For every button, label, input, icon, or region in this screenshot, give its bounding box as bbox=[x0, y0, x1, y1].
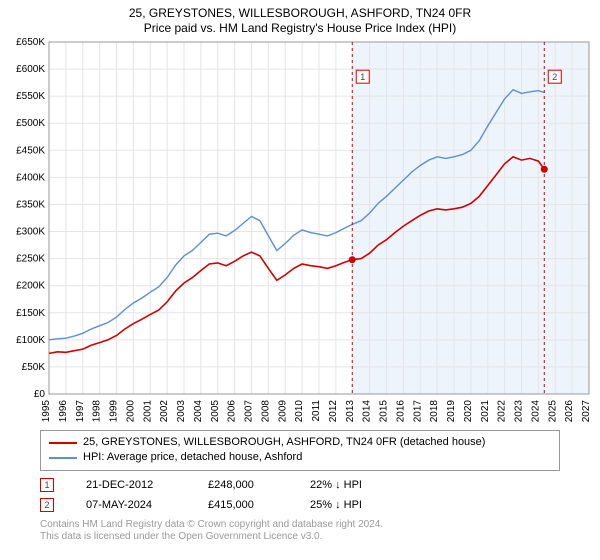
svg-text:1: 1 bbox=[360, 72, 365, 82]
svg-text:2025: 2025 bbox=[547, 400, 558, 423]
svg-text:2: 2 bbox=[552, 72, 557, 82]
legend-swatch-hpi bbox=[49, 457, 77, 459]
sale-price-1: £248,000 bbox=[208, 479, 278, 491]
svg-text:£250K: £250K bbox=[16, 254, 45, 265]
svg-text:£550K: £550K bbox=[16, 91, 45, 102]
svg-text:2018: 2018 bbox=[429, 400, 440, 423]
legend-item-hpi: HPI: Average price, detached house, Ashf… bbox=[49, 450, 551, 465]
svg-text:1996: 1996 bbox=[58, 400, 69, 423]
sale-diff-1: 22% ↓ HPI bbox=[310, 479, 362, 491]
svg-text:2008: 2008 bbox=[260, 400, 271, 423]
title-line-1: 25, GREYSTONES, WILLESBOROUGH, ASHFORD, … bbox=[0, 6, 600, 21]
svg-text:2013: 2013 bbox=[345, 400, 356, 423]
sale-diff-2: 25% ↓ HPI bbox=[310, 499, 362, 511]
svg-text:2012: 2012 bbox=[328, 400, 339, 423]
svg-text:£50K: £50K bbox=[22, 362, 46, 373]
svg-text:2027: 2027 bbox=[581, 400, 592, 423]
svg-text:2022: 2022 bbox=[497, 400, 508, 423]
sales-table: 1 21-DEC-2012 £248,000 22% ↓ HPI 2 07-MA… bbox=[40, 475, 560, 515]
svg-text:£650K: £650K bbox=[16, 37, 45, 48]
legend-box: 25, GREYSTONES, WILLESBOROUGH, ASHFORD, … bbox=[40, 430, 560, 471]
svg-text:£350K: £350K bbox=[16, 199, 45, 210]
svg-text:2009: 2009 bbox=[277, 400, 288, 423]
legend-item-price-paid: 25, GREYSTONES, WILLESBOROUGH, ASHFORD, … bbox=[49, 435, 551, 450]
sale-marker-1: 1 bbox=[40, 478, 54, 492]
svg-text:£450K: £450K bbox=[16, 145, 45, 156]
svg-text:2019: 2019 bbox=[446, 400, 457, 423]
price-chart: £0 £50K £100K £150K £200K £250K £300K £350K £400… bbox=[5, 36, 595, 424]
chart-svg: £0 £50K £100K £150K £200K £250K £300K £350K £400… bbox=[5, 36, 595, 424]
chart-title-block: 25, GREYSTONES, WILLESBOROUGH, ASHFORD, … bbox=[0, 0, 600, 36]
footer-line-1: Contains HM Land Registry data © Crown c… bbox=[40, 519, 560, 532]
sale-marker-2: 2 bbox=[40, 498, 54, 512]
svg-text:2004: 2004 bbox=[193, 400, 204, 423]
svg-text:2023: 2023 bbox=[514, 400, 525, 423]
sale-date-1: 21-DEC-2012 bbox=[86, 479, 176, 491]
svg-text:2015: 2015 bbox=[379, 400, 390, 423]
svg-text:£600K: £600K bbox=[16, 64, 45, 75]
svg-text:£0: £0 bbox=[34, 389, 46, 400]
svg-text:2024: 2024 bbox=[530, 400, 541, 423]
svg-text:2002: 2002 bbox=[159, 400, 170, 423]
svg-text:1995: 1995 bbox=[41, 400, 52, 423]
svg-text:2007: 2007 bbox=[244, 400, 255, 423]
legend-swatch-price-paid bbox=[49, 442, 77, 444]
svg-text:1997: 1997 bbox=[75, 400, 86, 423]
svg-text:£400K: £400K bbox=[16, 172, 45, 183]
sale-row-1: 1 21-DEC-2012 £248,000 22% ↓ HPI bbox=[40, 475, 560, 495]
svg-text:2017: 2017 bbox=[412, 400, 423, 423]
svg-text:2026: 2026 bbox=[564, 400, 575, 423]
svg-text:2010: 2010 bbox=[294, 400, 305, 423]
sale-price-2: £415,000 bbox=[208, 499, 278, 511]
svg-text:2006: 2006 bbox=[227, 400, 238, 423]
title-line-2: Price paid vs. HM Land Registry's House … bbox=[0, 21, 600, 36]
legend-label-price-paid: 25, GREYSTONES, WILLESBOROUGH, ASHFORD, … bbox=[83, 435, 485, 450]
svg-text:£200K: £200K bbox=[16, 281, 45, 292]
svg-text:2001: 2001 bbox=[142, 400, 153, 423]
svg-text:2003: 2003 bbox=[176, 400, 187, 423]
sale-row-2: 2 07-MAY-2024 £415,000 25% ↓ HPI bbox=[40, 495, 560, 515]
svg-text:£150K: £150K bbox=[16, 308, 45, 319]
svg-text:£300K: £300K bbox=[16, 227, 45, 238]
svg-text:1998: 1998 bbox=[92, 400, 103, 423]
svg-text:2020: 2020 bbox=[463, 400, 474, 423]
svg-text:1999: 1999 bbox=[109, 400, 120, 423]
svg-text:2014: 2014 bbox=[362, 400, 373, 423]
legend-label-hpi: HPI: Average price, detached house, Ashf… bbox=[83, 450, 302, 465]
svg-text:2016: 2016 bbox=[395, 400, 406, 423]
svg-text:2011: 2011 bbox=[311, 400, 322, 422]
svg-text:£100K: £100K bbox=[16, 335, 45, 346]
svg-text:2021: 2021 bbox=[480, 400, 491, 423]
sale-date-2: 07-MAY-2024 bbox=[86, 499, 176, 511]
svg-text:£500K: £500K bbox=[16, 118, 45, 129]
svg-text:2005: 2005 bbox=[210, 400, 221, 423]
footer-attribution: Contains HM Land Registry data © Crown c… bbox=[40, 519, 560, 544]
svg-text:2000: 2000 bbox=[125, 400, 136, 423]
footer-line-2: This data is licensed under the Open Gov… bbox=[40, 531, 560, 544]
